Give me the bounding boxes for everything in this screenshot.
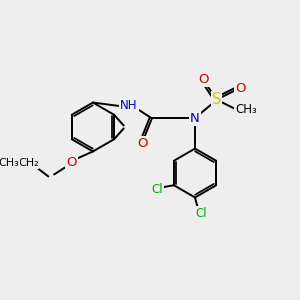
Text: O: O	[198, 73, 209, 86]
Text: O: O	[137, 137, 148, 150]
Text: CH₂: CH₂	[18, 158, 38, 168]
Text: NH: NH	[120, 99, 138, 112]
Text: N: N	[190, 112, 200, 125]
Text: S: S	[212, 92, 221, 107]
Text: O: O	[235, 82, 245, 95]
Text: CH₃: CH₃	[235, 103, 257, 116]
Text: O: O	[66, 156, 76, 170]
Text: Cl: Cl	[196, 207, 207, 220]
Text: CH₃: CH₃	[0, 158, 19, 168]
Text: Cl: Cl	[152, 183, 163, 196]
